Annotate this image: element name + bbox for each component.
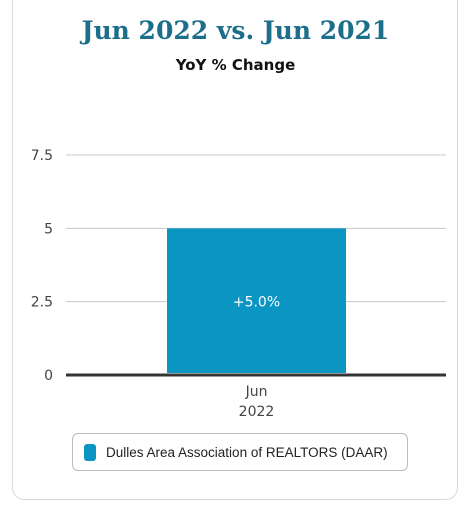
bar[interactable] bbox=[167, 228, 346, 373]
x-tick-label: Jun bbox=[245, 384, 268, 400]
y-tick-label: 2.5 bbox=[31, 295, 53, 311]
y-tick-label: 5 bbox=[44, 221, 53, 237]
bar-data-label: +5.0% bbox=[233, 295, 280, 311]
legend[interactable]: Dulles Area Association of REALTORS (DAA… bbox=[72, 433, 408, 471]
x-tick-label: 2022 bbox=[239, 404, 275, 420]
y-tick-labels: 0 2.5 5 7.5 bbox=[31, 148, 53, 384]
y-tick-label: 0 bbox=[44, 368, 53, 384]
bars: +5.0% bbox=[167, 228, 346, 373]
chart-title: Jun 2022 vs. Jun 2021 bbox=[81, 16, 390, 45]
legend-swatch bbox=[84, 443, 96, 461]
x-tick-labels: Jun 2022 bbox=[239, 384, 275, 420]
y-tick-label: 7.5 bbox=[31, 148, 53, 164]
chart-subtitle: YoY % Change bbox=[175, 56, 296, 74]
legend-label: Dulles Area Association of REALTORS (DAA… bbox=[106, 444, 388, 460]
